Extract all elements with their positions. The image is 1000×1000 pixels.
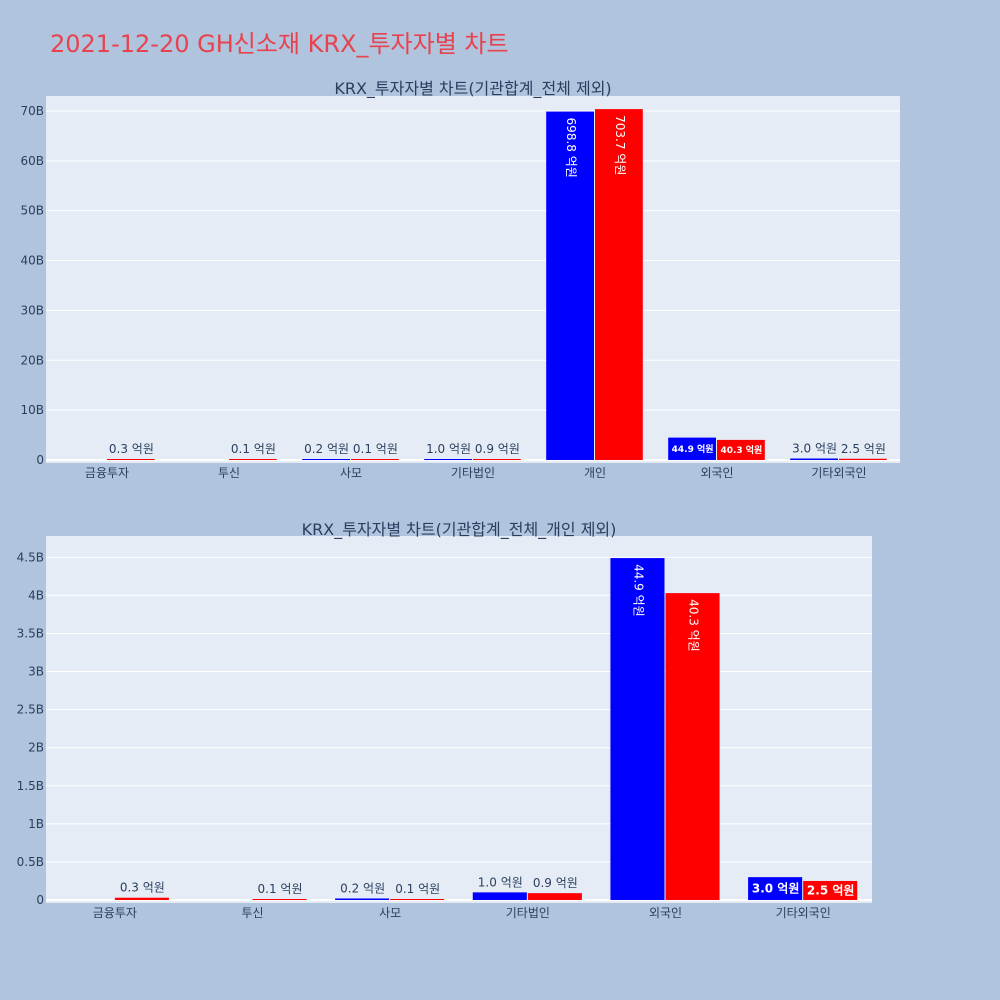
y-tick-label: 10B (20, 403, 44, 417)
data-label: 2.5 억원 (841, 442, 886, 456)
chart-1: 0 10B 20B 30B 40B 50B 60B 70B KRX_투자자별 차트(기관합계_전… (20, 79, 900, 480)
bar (390, 899, 445, 900)
data-label: 0.3 억원 (120, 881, 165, 895)
page-title: 2021-12-20 GH신소재 KRX_투자자별 차트 (50, 30, 509, 58)
y-tick-label: 30B (20, 303, 44, 317)
bar (351, 459, 399, 460)
data-label: 0.2 억원 (304, 442, 349, 456)
chart-title: KRX_투자자별 차트(기관합계_전체 제외) (334, 79, 611, 99)
data-label: 2.5 억원 (807, 883, 855, 897)
y-tick-label: 4B (28, 588, 44, 602)
bar (839, 458, 887, 460)
bar (527, 893, 582, 900)
y-tick-label: 1B (28, 817, 44, 831)
bar (472, 892, 527, 900)
data-label: 0.1 억원 (395, 882, 440, 896)
bar (668, 437, 716, 460)
data-label: 40.3 억원 (720, 444, 762, 456)
plot-area (46, 96, 900, 463)
bar (748, 877, 803, 900)
x-tick-label: 금융투자 (85, 466, 129, 480)
bar (114, 897, 169, 900)
y-tick-label: 3B (28, 665, 44, 679)
bar (252, 899, 307, 900)
bar (595, 109, 643, 460)
bar (302, 459, 350, 460)
y-tick-label: 4.5B (17, 550, 44, 564)
x-tick-label: 사모 (379, 906, 401, 920)
bar (803, 880, 858, 900)
x-tick-label: 외국인 (700, 466, 733, 480)
y-tick-label: 0 (36, 453, 44, 467)
data-label: 0.2 억원 (340, 881, 385, 895)
data-label: 703.7 억원 (613, 115, 627, 175)
data-label: 40.3 억원 (687, 599, 701, 652)
plot-area (46, 536, 872, 903)
y-tick-label: 3.5B (17, 626, 44, 640)
y-tick-label: 0.5B (17, 855, 44, 869)
x-tick-label: 사모 (340, 466, 362, 480)
data-label: 698.8 억원 (564, 118, 578, 178)
bar (717, 439, 765, 460)
x-tick-label: 금융투자 (93, 906, 137, 920)
y-tick-label: 40B (20, 254, 44, 268)
x-tick-label: 기타법인 (506, 906, 550, 920)
bar (546, 111, 594, 461)
y-tick-label: 20B (20, 353, 44, 367)
data-label: 0.1 억원 (231, 442, 276, 456)
x-tick-label: 기타외국인 (776, 906, 831, 920)
y-tick-label: 2.5B (17, 703, 44, 717)
x-tick-label: 외국인 (649, 906, 682, 920)
data-label: 0.9 억원 (475, 442, 520, 456)
x-tick-label: 개인 (584, 466, 606, 480)
data-label: 0.9 억원 (533, 876, 578, 890)
y-tick-label: 0 (36, 893, 44, 907)
data-label: 0.3 억원 (109, 442, 154, 456)
y-tick-label: 50B (20, 204, 44, 218)
bar (335, 898, 390, 900)
bar (610, 558, 665, 900)
y-tick-label: 70B (20, 104, 44, 118)
y-tick-label: 1.5B (17, 779, 44, 793)
bar (424, 459, 472, 460)
data-label: 44.9 억원 (672, 443, 714, 455)
bar (229, 459, 277, 460)
bar (473, 459, 521, 460)
x-tick-label: 기타외국인 (811, 466, 866, 480)
data-label: 0.1 억원 (258, 882, 303, 896)
y-tick-label: 2B (28, 741, 44, 755)
data-label: 0.1 억원 (353, 442, 398, 456)
data-label: 3.0 억원 (752, 882, 800, 896)
x-tick-label: 기타법인 (451, 466, 495, 480)
x-tick-label: 투신 (241, 906, 263, 920)
x-tick-label: 투신 (218, 466, 240, 480)
chart-2: 0 0.5B 1B 1.5B 2B 2.5B 3B 3.5B 4B 4.5B KRX_투자자별 차트… (17, 520, 872, 920)
bar (665, 593, 720, 900)
bar (790, 458, 838, 460)
data-label: 1.0 억원 (426, 442, 471, 456)
bar (107, 459, 155, 460)
data-label: 3.0 억원 (792, 442, 837, 456)
chart-title: KRX_투자자별 차트(기관합계_전체_개인 제외) (302, 520, 617, 540)
y-tick-label: 60B (20, 154, 44, 168)
data-label: 1.0 억원 (478, 875, 523, 889)
data-label: 44.9 억원 (631, 564, 645, 617)
